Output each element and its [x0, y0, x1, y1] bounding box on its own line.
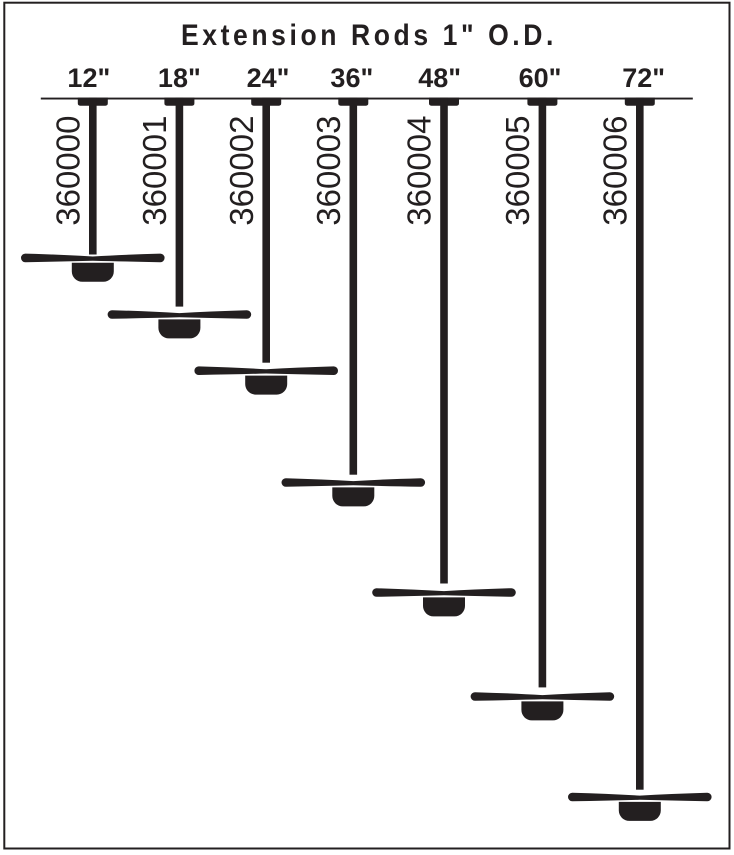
svg-text:48": 48" [418, 63, 461, 93]
svg-text:360002: 360002 [223, 116, 260, 226]
svg-text:360001: 360001 [136, 116, 173, 226]
svg-text:18": 18" [158, 63, 201, 93]
svg-text:360003: 360003 [310, 116, 347, 226]
svg-text:36": 36" [330, 63, 373, 93]
svg-text:360004: 360004 [401, 116, 438, 226]
svg-text:72": 72" [622, 63, 665, 93]
svg-text:12": 12" [67, 63, 110, 93]
svg-text:Extension Rods 1" O.D.: Extension Rods 1" O.D. [181, 19, 557, 52]
svg-text:360005: 360005 [499, 116, 536, 226]
svg-text:360000: 360000 [49, 116, 86, 226]
svg-text:360006: 360006 [596, 116, 633, 226]
svg-text:60": 60" [519, 63, 562, 93]
svg-text:24": 24" [247, 63, 290, 93]
